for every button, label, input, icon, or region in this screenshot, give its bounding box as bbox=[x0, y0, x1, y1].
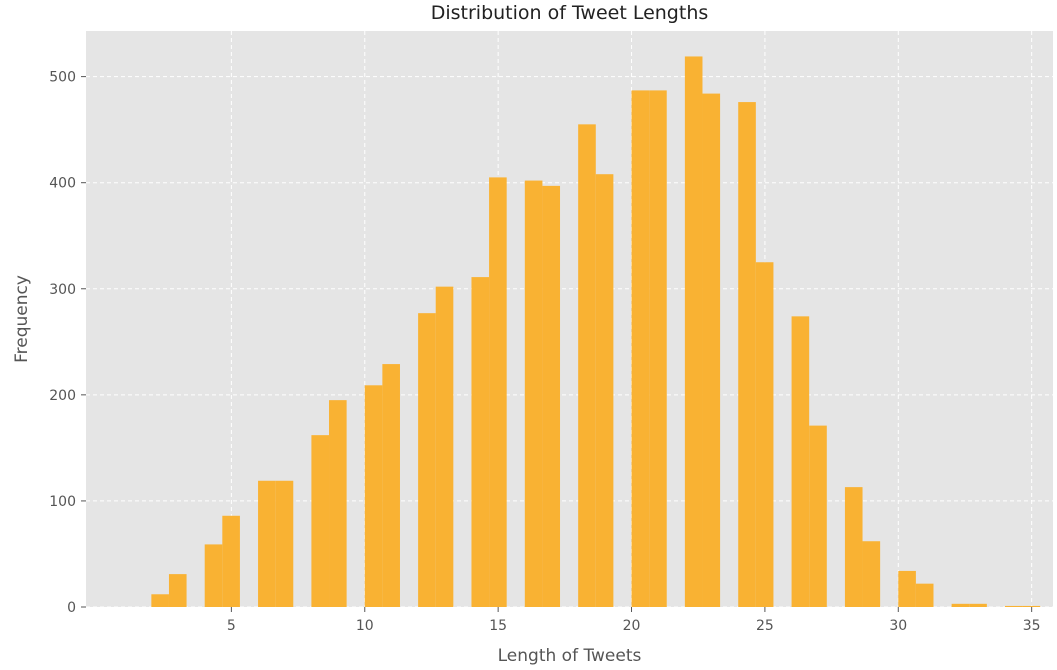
histogram-bar bbox=[275, 480, 294, 607]
histogram-bar bbox=[809, 425, 827, 607]
histogram-bar bbox=[151, 594, 169, 607]
histogram-bar bbox=[1004, 605, 1023, 607]
histogram-bar bbox=[1022, 605, 1041, 607]
histogram-bar bbox=[329, 400, 347, 607]
x-axis-ticks: 5 10 15 20 25 30 35 bbox=[227, 607, 1041, 634]
histogram-bar bbox=[898, 570, 916, 607]
histogram-bar bbox=[524, 180, 543, 607]
histogram-bar bbox=[755, 262, 774, 607]
y-tick-label: 400 bbox=[49, 176, 76, 192]
histogram-bar bbox=[489, 177, 507, 608]
histogram-bar bbox=[969, 603, 987, 607]
x-tick-label: 15 bbox=[489, 618, 507, 634]
histogram-bar bbox=[364, 385, 383, 607]
bars bbox=[151, 56, 1041, 608]
x-tick-label: 35 bbox=[1023, 618, 1041, 634]
plot-background bbox=[86, 31, 1053, 607]
x-tick-label: 10 bbox=[356, 618, 374, 634]
histogram-bar bbox=[311, 435, 330, 607]
histogram-bar bbox=[258, 480, 276, 607]
y-tick-label: 100 bbox=[49, 494, 76, 510]
histogram-bar bbox=[595, 174, 614, 608]
histogram-bar bbox=[204, 544, 223, 607]
x-tick-label: 20 bbox=[623, 618, 641, 634]
y-tick-label: 0 bbox=[67, 600, 76, 616]
histogram-bar bbox=[542, 185, 561, 607]
x-tick-label: 25 bbox=[756, 618, 774, 634]
y-tick-label: 300 bbox=[49, 282, 76, 298]
histogram-bar bbox=[738, 102, 756, 607]
histogram-bar bbox=[578, 124, 596, 607]
histogram-bar bbox=[844, 487, 863, 607]
histogram-bar bbox=[222, 515, 240, 607]
histogram-bar bbox=[471, 277, 490, 607]
histogram-bar bbox=[915, 583, 934, 607]
histogram-bar bbox=[649, 90, 667, 607]
y-tick-label: 500 bbox=[49, 70, 76, 86]
histogram-bar bbox=[791, 316, 810, 607]
histogram-bar bbox=[702, 93, 721, 607]
histogram-bar bbox=[951, 603, 970, 607]
y-axis-ticks: 0 100 200 300 400 500 bbox=[49, 70, 86, 616]
histogram-bar bbox=[168, 574, 187, 607]
histogram-bar bbox=[382, 364, 400, 607]
histogram-bar bbox=[435, 286, 454, 607]
x-axis-label: Length of Tweets bbox=[498, 646, 642, 666]
histogram-bar bbox=[862, 541, 881, 607]
y-axis-label: Frequency bbox=[12, 275, 32, 363]
histogram-bar bbox=[631, 90, 650, 607]
histogram-bar bbox=[418, 313, 436, 607]
x-tick-label: 5 bbox=[227, 618, 236, 634]
chart-title: Distribution of Tweet Lengths bbox=[431, 2, 709, 24]
y-tick-label: 200 bbox=[49, 388, 76, 404]
histogram-bar bbox=[684, 56, 703, 608]
x-tick-label: 30 bbox=[889, 618, 907, 634]
